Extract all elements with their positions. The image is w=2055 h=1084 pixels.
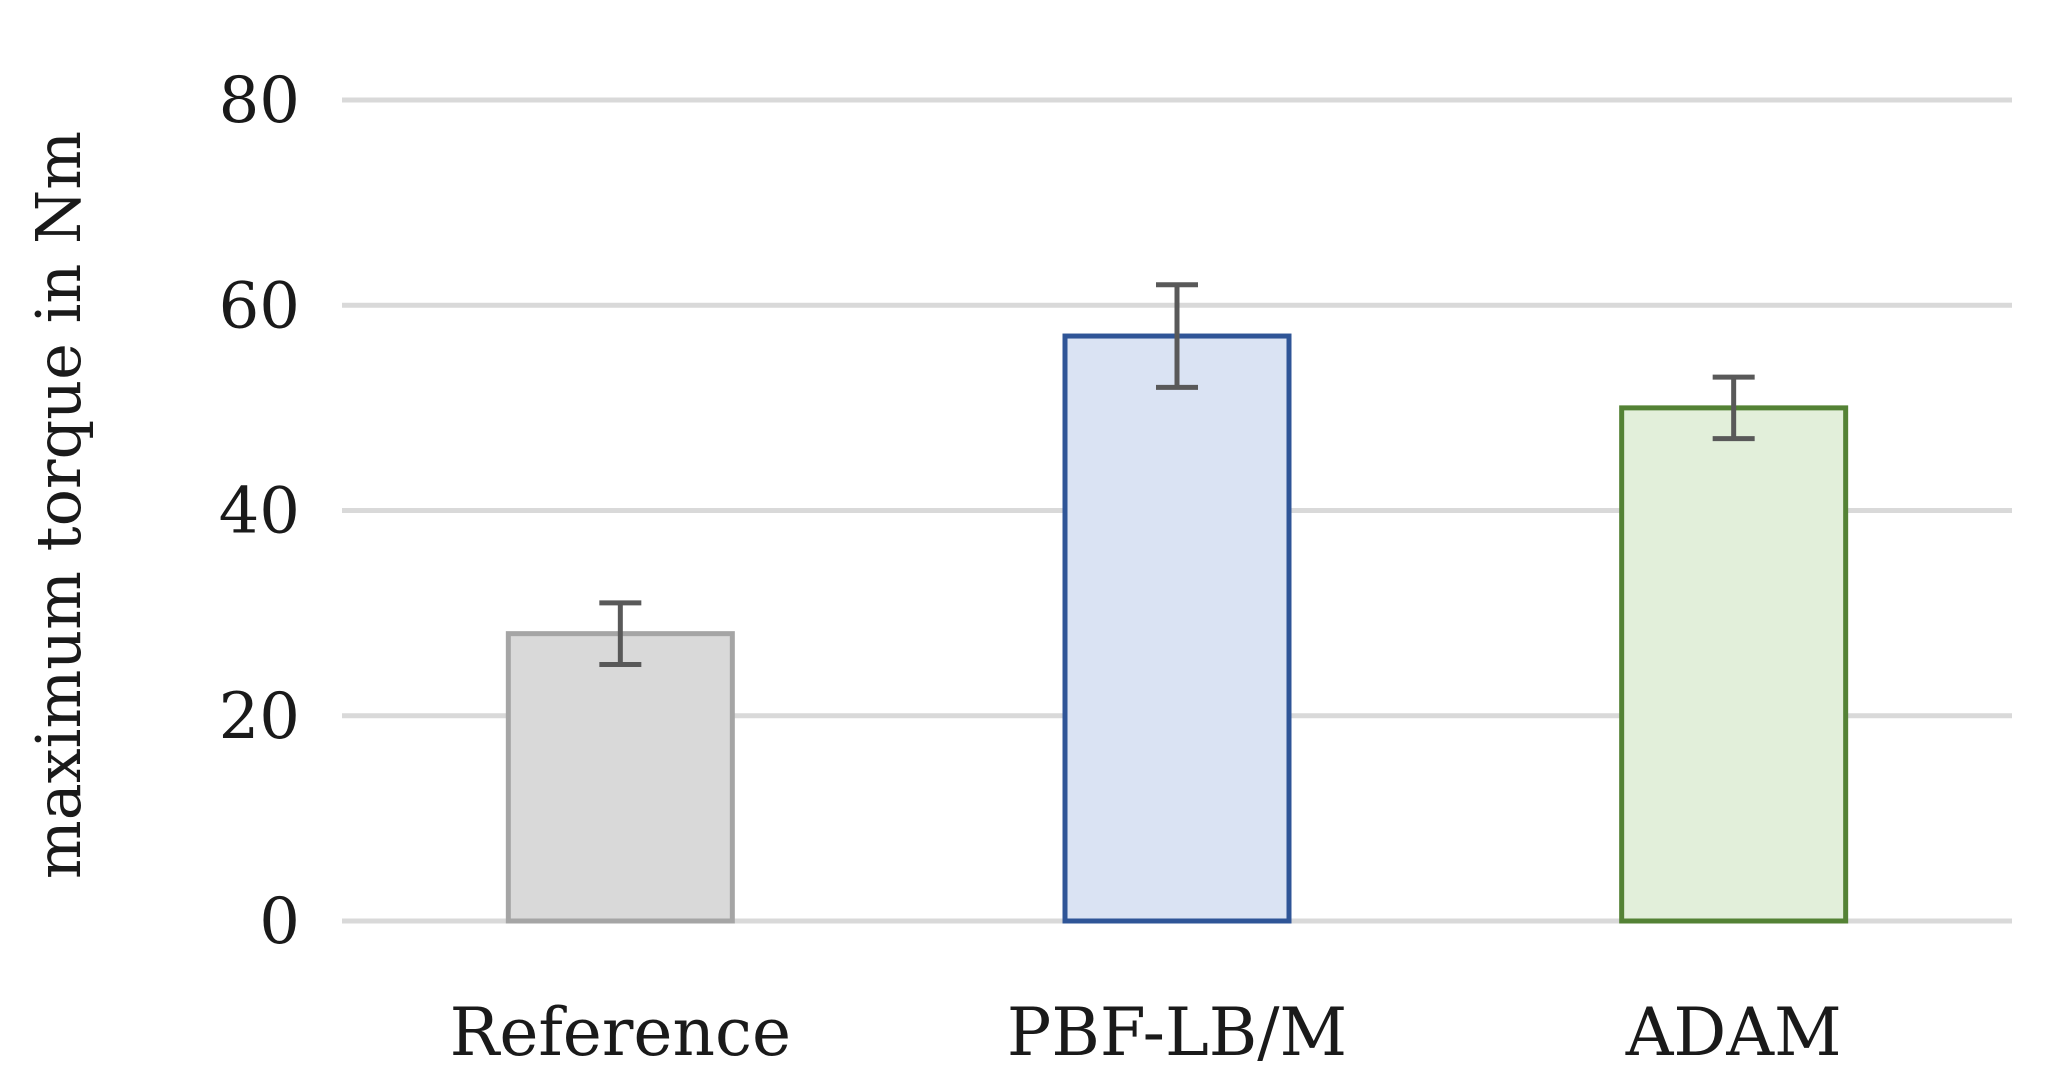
y-tick-label: 20 xyxy=(219,680,300,754)
category-label: ADAM xyxy=(1625,994,1842,1071)
category-labels: Reference PBF-LB/M ADAM xyxy=(450,994,1842,1071)
y-tick-label: 40 xyxy=(219,475,300,549)
bars xyxy=(505,333,1849,924)
error-bars xyxy=(599,282,1755,667)
y-tick-label: 60 xyxy=(219,269,300,343)
error-bar xyxy=(1156,282,1198,390)
category-label: Reference xyxy=(450,994,791,1071)
bar xyxy=(1062,333,1292,924)
y-tick-label: 80 xyxy=(219,64,300,138)
category-label: PBF-LB/M xyxy=(1007,994,1347,1071)
y-tick-labels: 0 20 40 60 80 xyxy=(219,64,300,959)
error-bar xyxy=(1712,374,1755,442)
y-tick-label: 0 xyxy=(259,885,300,959)
bar xyxy=(1619,405,1849,924)
error-bar xyxy=(599,600,642,667)
bar xyxy=(505,631,735,924)
y-axis-title: maximum torque in Nm xyxy=(22,131,95,879)
